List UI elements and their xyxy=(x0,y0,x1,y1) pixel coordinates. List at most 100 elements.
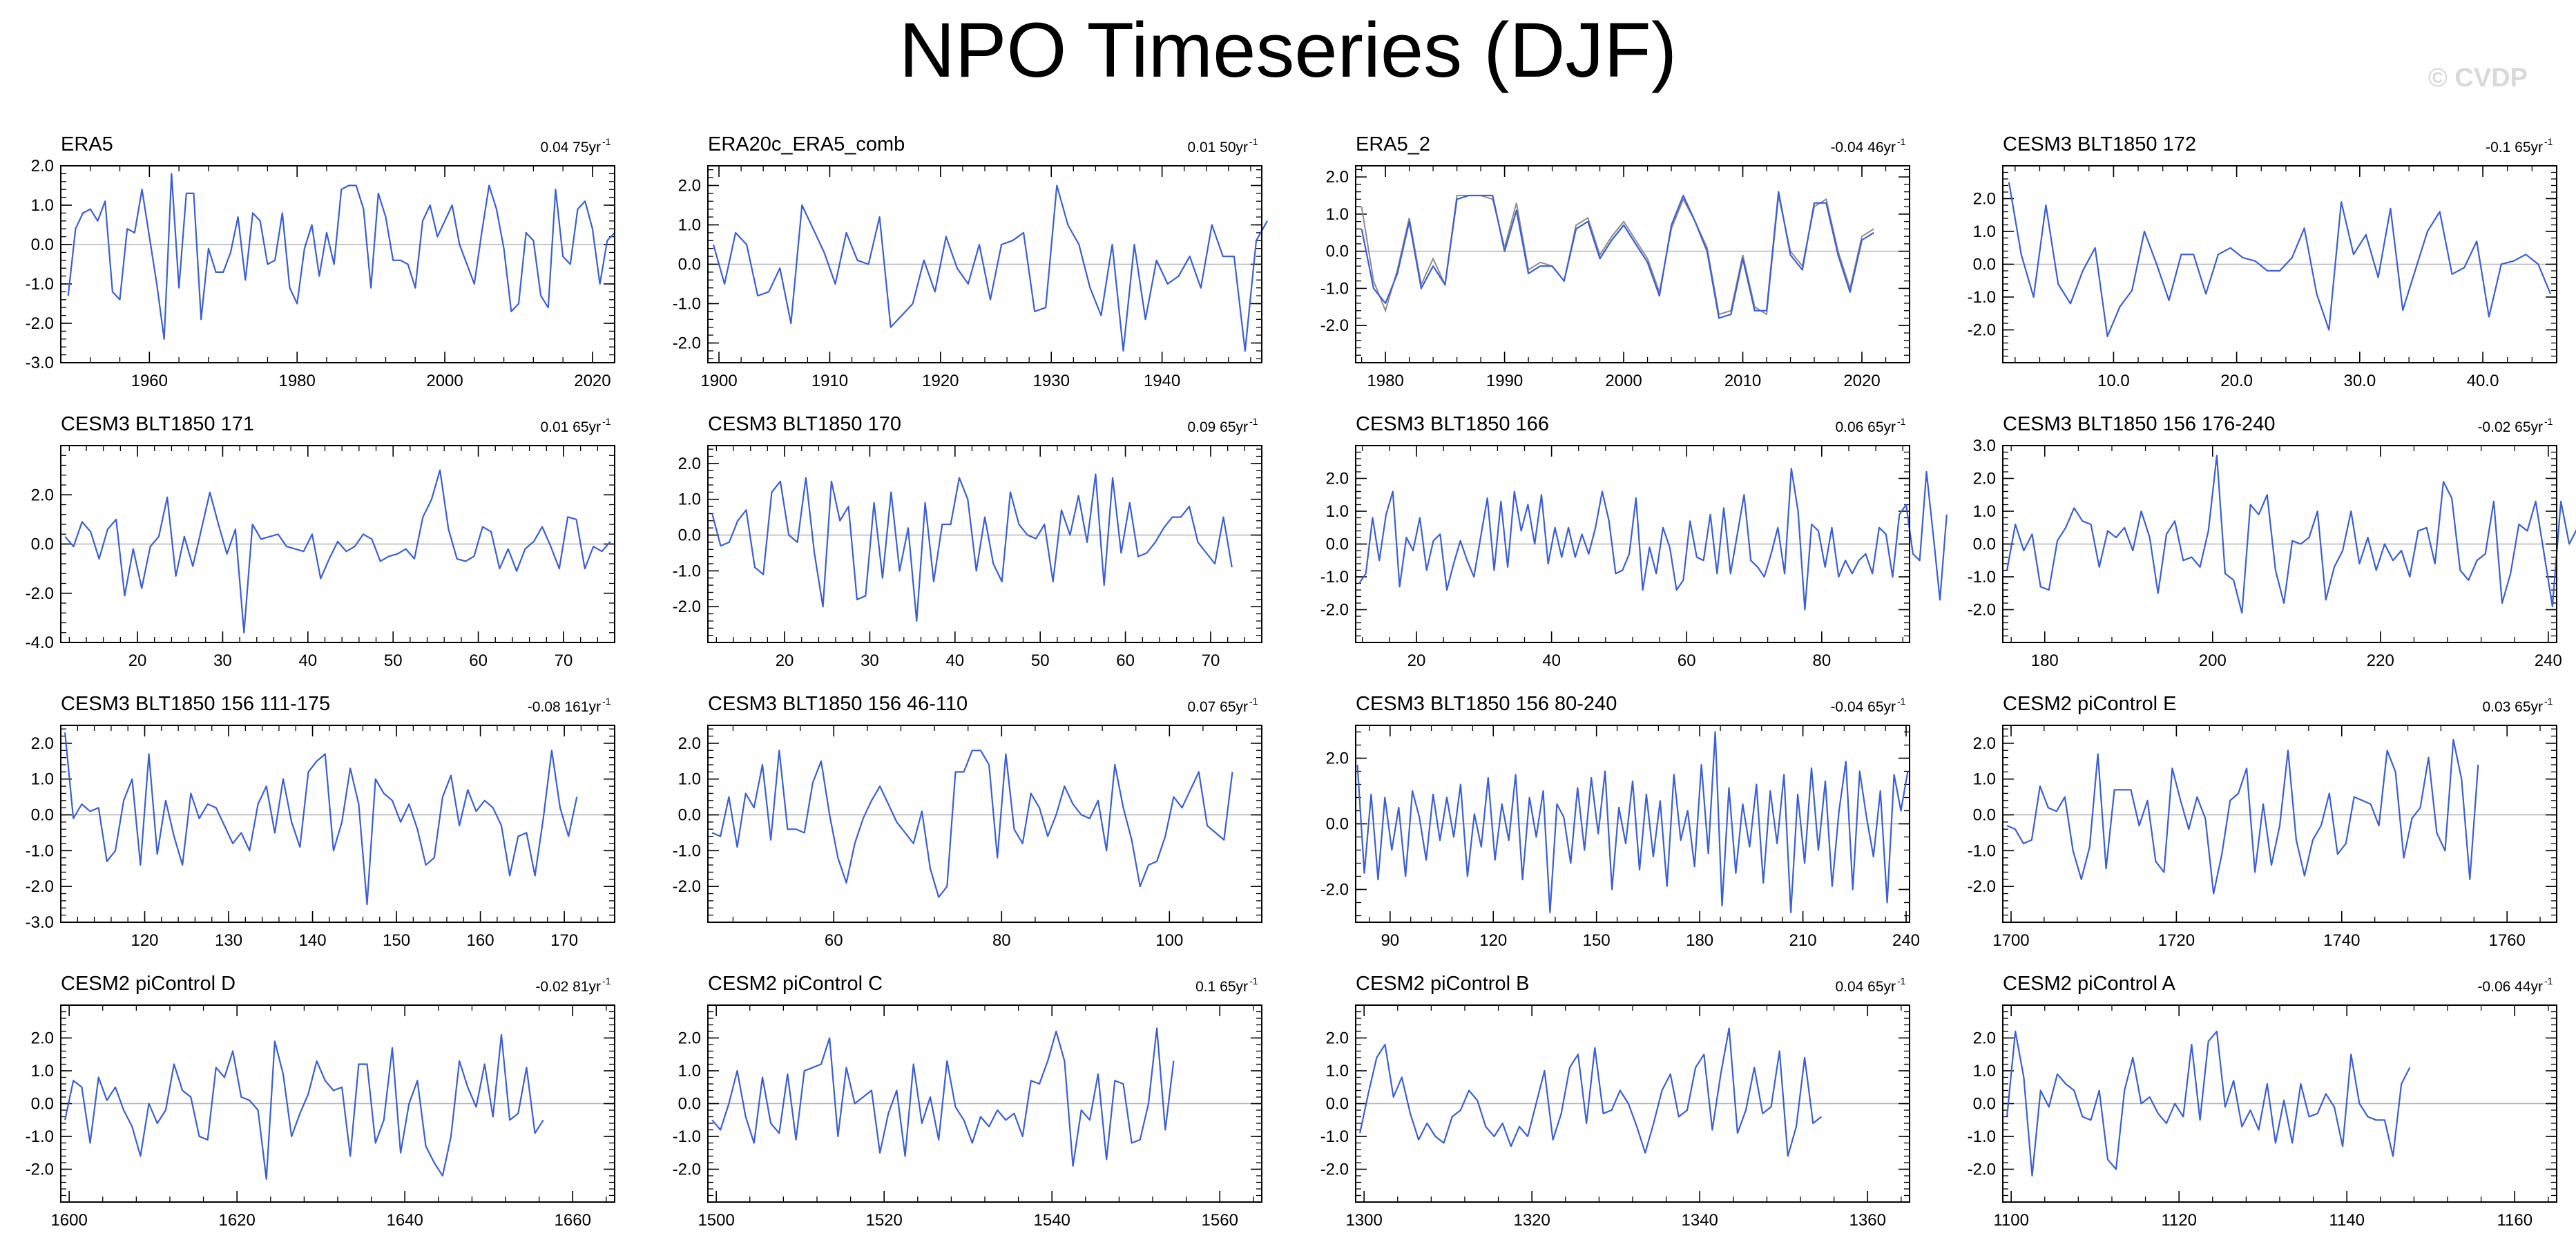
y-tick-label: 0.0 xyxy=(31,806,54,825)
y-tick-label: 2.0 xyxy=(1326,470,1349,488)
y-tick-label: 0.0 xyxy=(31,236,54,254)
y-tick-label: 1.0 xyxy=(678,490,701,509)
x-tick-label: 1300 xyxy=(1345,1211,1382,1230)
x-tick-label: 120 xyxy=(131,931,158,950)
y-tick-label: -2.0 xyxy=(26,877,54,896)
x-tick-label: 220 xyxy=(2367,651,2394,670)
trend-superscript: -1 xyxy=(602,696,611,707)
y-tick-label: 1.0 xyxy=(1326,205,1349,224)
y-tick-label: 2.0 xyxy=(31,486,54,504)
trend-superscript: -1 xyxy=(1249,136,1258,147)
x-tick-label: 60 xyxy=(1116,651,1135,670)
series-line xyxy=(712,184,1268,352)
series-line xyxy=(711,473,1233,622)
plot-frame xyxy=(60,445,615,643)
x-tick-label: 1340 xyxy=(1682,1211,1718,1230)
x-tick-label: 2000 xyxy=(426,372,463,390)
plot-frame xyxy=(2002,725,2557,923)
x-tick-label: 10.0 xyxy=(2097,372,2130,390)
y-tick-label: 0.0 xyxy=(678,806,701,825)
x-tick-label: 1980 xyxy=(1367,372,1403,390)
panel-name: ERA20c_ERA5_comb xyxy=(708,133,905,155)
y-tick-label: -2.0 xyxy=(673,598,701,616)
series-line xyxy=(711,750,1233,898)
series-line xyxy=(64,1033,544,1180)
y-tick-label: -1.0 xyxy=(26,275,54,294)
x-tick-label: 60 xyxy=(825,931,843,950)
y-tick-label: 2.0 xyxy=(1326,750,1349,768)
y-tick-label: 0.0 xyxy=(678,256,701,274)
y-tick-label: 2.0 xyxy=(1973,470,1996,488)
series-line xyxy=(711,1027,1175,1167)
y-tick-label: 0.0 xyxy=(1973,535,1996,554)
x-tick-label: 40 xyxy=(1542,651,1561,670)
y-tick-label: 2.0 xyxy=(1973,1029,1996,1048)
plot-frame xyxy=(1355,725,1910,923)
y-tick-label: 2.0 xyxy=(678,177,701,196)
x-tick-label: 1960 xyxy=(131,372,168,390)
y-tick-label: 2.0 xyxy=(1973,190,1996,209)
trend-label: 0.03 65yr xyxy=(2482,699,2543,715)
x-tick-label: 1660 xyxy=(555,1211,591,1230)
x-tick-label: 40.0 xyxy=(2467,372,2499,390)
series-line xyxy=(1359,1027,1823,1157)
trend-label: 0.04 75yr xyxy=(540,140,601,155)
series-line xyxy=(67,173,615,340)
x-tick-label: 1160 xyxy=(2497,1211,2532,1230)
x-tick-label: 2020 xyxy=(574,372,611,390)
plot-frame xyxy=(1355,1004,1910,1203)
panel-13: CESM2 piControl C 0.1 65yr -1 1500 1520 1540 1… xyxy=(673,973,1262,1230)
series-line xyxy=(1358,468,1948,611)
trend-label: 0.07 65yr xyxy=(1187,699,1248,715)
y-tick-label: -2.0 xyxy=(1320,881,1349,899)
trend-label: 0.01 65yr xyxy=(540,419,601,435)
x-tick-label: 1900 xyxy=(700,372,737,390)
y-tick-label: -1.0 xyxy=(26,841,54,860)
x-tick-label: 1600 xyxy=(50,1211,87,1230)
y-tick-label: 2.0 xyxy=(678,455,701,473)
trend-label: -0.06 44yr xyxy=(2477,979,2543,995)
trend-label: -0.1 65yr xyxy=(2486,140,2543,155)
y-tick-label: 2.0 xyxy=(1326,1029,1349,1048)
panel-11: CESM2 piControl E 0.03 65yr -1 1700 1720 1740… xyxy=(1968,693,2557,950)
y-tick-label: -1.0 xyxy=(1320,279,1349,298)
y-tick-label: -2.0 xyxy=(1968,1161,1996,1179)
y-tick-label: -1.0 xyxy=(26,1127,54,1146)
credit-watermark: © CVDP xyxy=(2428,64,2528,93)
panel-name: CESM3 BLT1850 156 111-175 xyxy=(61,693,330,715)
series-line xyxy=(2006,738,2479,895)
y-tick-label: 1.0 xyxy=(678,216,701,235)
y-tick-label: -1.0 xyxy=(673,295,701,314)
x-tick-label: 150 xyxy=(1583,931,1611,950)
x-tick-label: 1140 xyxy=(2329,1211,2365,1230)
panel-10: CESM3 BLT1850 156 80-240 -0.04 65yr -1 90 12… xyxy=(1320,693,1920,950)
y-tick-label: -3.0 xyxy=(26,354,54,372)
y-tick-label: -1.0 xyxy=(1320,568,1349,587)
x-tick-label: 80 xyxy=(992,931,1011,950)
y-tick-label: -2.0 xyxy=(26,584,54,603)
y-tick-label: 1.0 xyxy=(31,196,54,215)
y-tick-label: -2.0 xyxy=(673,877,701,896)
y-tick-label: 2.0 xyxy=(678,734,701,753)
y-tick-label: 1.0 xyxy=(678,1062,701,1080)
plot-frame xyxy=(2002,165,2557,363)
trend-superscript: -1 xyxy=(1897,696,1906,707)
panel-name: CESM2 piControl D xyxy=(61,973,236,995)
y-tick-label: 1.0 xyxy=(31,1062,54,1080)
x-tick-label: 1560 xyxy=(1202,1211,1238,1230)
trend-superscript: -1 xyxy=(1249,416,1258,427)
panel-4: CESM3 BLT1850 171 0.01 65yr -1 20 30 40 50 60 70… xyxy=(26,413,615,670)
panel-name: CESM3 BLT1850 170 xyxy=(708,413,901,435)
y-tick-label: -1.0 xyxy=(1968,288,1996,307)
x-tick-label: 20.0 xyxy=(2220,372,2253,390)
x-tick-label: 50 xyxy=(384,651,403,670)
y-tick-label: 1.0 xyxy=(1973,502,1996,521)
trend-superscript: -1 xyxy=(1897,136,1906,147)
y-tick-label: 1.0 xyxy=(1973,1062,1996,1080)
y-tick-label: 1.0 xyxy=(1326,502,1349,521)
trend-superscript: -1 xyxy=(2544,975,2553,987)
x-tick-label: 100 xyxy=(1155,931,1183,950)
x-tick-label: 180 xyxy=(2031,651,2059,670)
trend-label: -0.04 65yr xyxy=(1830,699,1896,715)
